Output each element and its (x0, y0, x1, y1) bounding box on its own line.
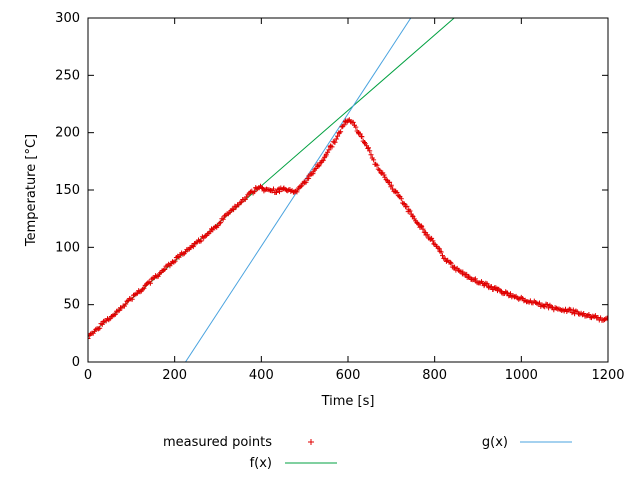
x-tick-label: 400 (249, 368, 274, 383)
y-tick-label: 150 (55, 183, 80, 198)
series-line (88, 18, 455, 338)
x-tick-label: 0 (84, 368, 92, 383)
legend-label: measured points (163, 435, 272, 450)
y-tick-label: 250 (55, 68, 80, 83)
legend-label: f(x) (250, 456, 272, 471)
plot-border (87, 17, 609, 363)
legend-point-sample (308, 439, 314, 445)
x-tick-label: 600 (336, 368, 361, 383)
y-tick-label: 100 (55, 240, 80, 255)
y-axis-title: Temperature [°C] (24, 133, 39, 247)
series-line (184, 18, 412, 362)
series-measured-points (88, 117, 608, 341)
y-tick-label: 0 (72, 355, 80, 370)
y-tick-label: 300 (55, 11, 80, 26)
y-tick-label: 50 (63, 298, 80, 313)
legend-label: g(x) (482, 435, 508, 450)
x-tick-label: 200 (162, 368, 187, 383)
x-axis-title: Time [s] (321, 394, 375, 409)
x-tick-label: 800 (422, 368, 447, 383)
y-tick-label: 200 (55, 126, 80, 141)
x-tick-label: 1200 (591, 368, 624, 383)
x-tick-label: 1000 (505, 368, 538, 383)
